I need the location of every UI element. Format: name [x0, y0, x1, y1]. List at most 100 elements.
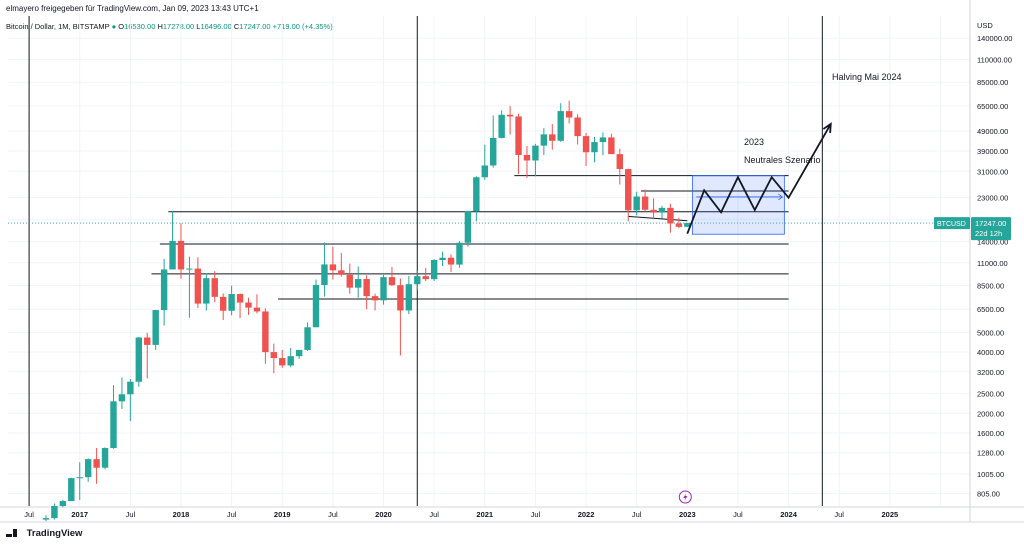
candle-body[interactable]: [549, 134, 556, 141]
candle-body[interactable]: [405, 284, 413, 311]
candle-body[interactable]: [371, 296, 379, 301]
price-axis-label: 1005.00: [977, 470, 1004, 479]
candle-body[interactable]: [540, 134, 548, 146]
candle-body[interactable]: [236, 294, 244, 303]
candle-body[interactable]: [532, 145, 539, 161]
time-axis-label: 2022: [578, 510, 595, 519]
candle-body[interactable]: [506, 114, 514, 117]
lightning-icon: [683, 493, 688, 501]
symbol-tag-label: BTCUSD: [937, 221, 966, 228]
candle-body[interactable]: [59, 501, 67, 506]
candle-body[interactable]: [616, 154, 624, 170]
candle-body[interactable]: [51, 506, 58, 519]
candle-body[interactable]: [203, 278, 210, 304]
candle-body[interactable]: [135, 337, 143, 382]
candle-body[interactable]: [93, 459, 100, 468]
forecast-box[interactable]: [691, 175, 785, 235]
candle-body[interactable]: [684, 223, 691, 227]
candle-body[interactable]: [388, 277, 396, 286]
forecast-arrowhead: [822, 122, 832, 133]
candle-body[interactable]: [574, 117, 581, 137]
legend-open-dot: ●: [111, 22, 117, 31]
candle-body[interactable]: [667, 207, 674, 224]
candle-body[interactable]: [397, 285, 404, 311]
candle-body[interactable]: [591, 142, 598, 153]
candle-body[interactable]: [321, 264, 328, 286]
candle-body[interactable]: [76, 477, 83, 479]
candle-body[interactable]: [658, 207, 666, 213]
price-axis-label: 3200.00: [977, 368, 1004, 377]
price-tag-value: 17247.00: [975, 219, 1006, 228]
candle-body[interactable]: [253, 307, 261, 312]
candle-body[interactable]: [354, 279, 362, 288]
candle-body[interactable]: [464, 211, 472, 243]
symbol-tag[interactable]: [934, 217, 970, 230]
tradingview-logo-icon: [6, 529, 20, 538]
price-axis-label: 49000.00: [977, 127, 1008, 136]
candle-body[interactable]: [287, 356, 294, 366]
candle-body[interactable]: [599, 137, 607, 143]
candle-body[interactable]: [270, 352, 278, 359]
candle-body[interactable]: [68, 478, 75, 502]
candle-body[interactable]: [641, 196, 649, 210]
candle-body[interactable]: [84, 459, 92, 478]
candle-body[interactable]: [515, 116, 522, 155]
candle-body[interactable]: [608, 137, 615, 155]
candle-body[interactable]: [481, 165, 488, 178]
candle-body[interactable]: [211, 278, 218, 297]
legend-high-label: H: [157, 22, 163, 31]
candle-body[interactable]: [279, 358, 286, 366]
candle-body[interactable]: [152, 310, 159, 345]
candle-body[interactable]: [380, 277, 387, 301]
candle-body[interactable]: [582, 136, 590, 153]
time-axis-label: Jul: [531, 510, 541, 519]
candle-body[interactable]: [42, 518, 50, 520]
candle-body[interactable]: [363, 279, 370, 297]
price-axis-label: 4000.00: [977, 348, 1004, 357]
candle-body[interactable]: [304, 327, 311, 350]
candle-body[interactable]: [127, 381, 134, 395]
candle-body[interactable]: [557, 111, 564, 141]
candle-body[interactable]: [245, 302, 252, 308]
candle-body[interactable]: [456, 242, 463, 265]
trend-line[interactable]: [628, 215, 688, 222]
candle-body[interactable]: [633, 196, 640, 211]
candle-body[interactable]: [160, 269, 168, 311]
candle-body[interactable]: [228, 294, 235, 311]
candle-body[interactable]: [490, 137, 497, 166]
candle-body[interactable]: [118, 394, 126, 402]
candle-body[interactable]: [422, 276, 429, 280]
candle-body[interactable]: [186, 268, 193, 270]
candle-body[interactable]: [262, 311, 269, 353]
price-axis-label: 1600.00: [977, 429, 1004, 438]
candle-body[interactable]: [295, 349, 303, 357]
year-annotation: 2023: [744, 137, 764, 147]
candle-body[interactable]: [101, 448, 109, 468]
candle-body[interactable]: [110, 401, 117, 449]
candle-body[interactable]: [194, 268, 202, 304]
candle-body[interactable]: [329, 264, 337, 271]
candle-body[interactable]: [177, 240, 185, 270]
symbol-legend: Bitcoin / Dollar, 1M, BITSTAMP ● O16530.…: [6, 22, 333, 31]
candle-body[interactable]: [447, 257, 455, 265]
candle-body[interactable]: [439, 257, 446, 261]
candle-body[interactable]: [650, 209, 657, 213]
candle-body[interactable]: [414, 276, 421, 285]
candle-body[interactable]: [430, 260, 438, 280]
time-axis-label: Jul: [834, 510, 844, 519]
candle-body[interactable]: [144, 337, 151, 345]
candle-body[interactable]: [625, 169, 632, 211]
brand-name: TradingView: [26, 528, 83, 539]
candle-body[interactable]: [346, 274, 353, 288]
candle-body[interactable]: [338, 270, 345, 275]
candle-body[interactable]: [312, 285, 320, 328]
forecast-path[interactable]: [686, 123, 832, 234]
candle-body[interactable]: [169, 240, 176, 270]
candle-body[interactable]: [498, 114, 505, 138]
candle-body[interactable]: [565, 111, 573, 118]
candle-body[interactable]: [523, 154, 531, 161]
candle-body[interactable]: [473, 177, 480, 212]
candle-body[interactable]: [675, 223, 683, 227]
candle-body[interactable]: [219, 296, 227, 311]
